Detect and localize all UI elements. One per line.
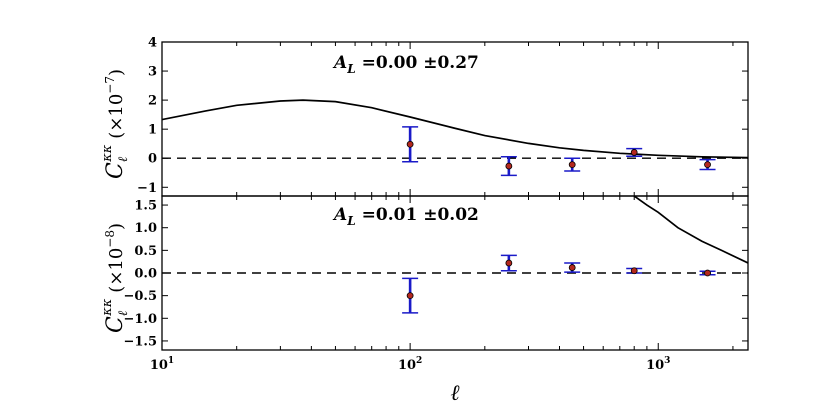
top-ytick-label-1: 0 <box>148 152 157 167</box>
bottom-ylabel-sub: ℓ <box>116 310 131 316</box>
xtick-label-base-1: 10 <box>398 358 416 373</box>
bottom-data-point-1 <box>505 259 513 267</box>
bottom-ytick-label-0: −1.5 <box>123 334 157 349</box>
top-ytick-label-0: −1 <box>137 181 157 196</box>
top-annotation-symbol: A <box>332 53 347 73</box>
xtick-label-exp-2: 3 <box>664 356 670 366</box>
top-ylabel-scale-close: ) <box>106 69 127 76</box>
top-annotation-subscript: L <box>346 62 355 76</box>
bottom-ylabel-scale: (×10 <box>106 248 127 293</box>
xtick-label-base-2: 10 <box>646 358 664 373</box>
bottom-ytick-label-4: 0.5 <box>134 244 157 259</box>
top-data-point-3 <box>630 149 638 156</box>
top-ylabel-scale-exp: −7 <box>103 76 117 94</box>
bottom-data-point-3 <box>630 267 638 275</box>
bottom-ylabel-sup: κκ <box>100 298 115 317</box>
bottom-data-point-0 <box>406 292 414 300</box>
xtick-label-base-0: 10 <box>150 358 168 373</box>
bottom-ytick-label-1: −1.0 <box>123 312 157 327</box>
top-panel: −1 0 1 2 3 4 AL =0.00 ±0.27 Cℓκκ (×10−7) <box>100 36 749 197</box>
bottom-ytick-label-2: −0.5 <box>123 289 157 304</box>
top-data-point-1 <box>505 162 513 170</box>
bottom-annotation-symbol: A <box>332 205 347 225</box>
top-ytick-label-2: 1 <box>148 123 157 138</box>
bottom-annotation-subscript: L <box>346 214 355 228</box>
bottom-theory-curve <box>633 196 748 264</box>
bottom-ytick-label-3: 0.0 <box>134 267 157 282</box>
bottom-ylabel-scale-close: ) <box>106 223 127 230</box>
xtick-label-1: 102 <box>398 356 422 373</box>
top-data-point-4 <box>704 161 711 169</box>
bottom-data-point-2 <box>568 264 576 271</box>
bottom-ytick-label-6: 1.5 <box>134 199 157 214</box>
top-ylabel-sub: ℓ <box>116 156 131 162</box>
bottom-ytick-label-5: 1.0 <box>134 221 157 236</box>
xtick-label-0: 101 <box>150 356 174 373</box>
bottom-panel: −1.5−1.0−0.50.00.51.01.5 AL =0.01 ±0.02Cℓκ… <box>100 195 749 406</box>
top-ylabel-sup: κκ <box>100 144 115 163</box>
xtick-label-2: 103 <box>646 356 670 373</box>
bottom-ylabel-main: C <box>103 316 128 333</box>
top-ytick-label-5: 4 <box>148 36 157 51</box>
top-annotation-value: =0.00 ±0.27 <box>362 53 479 73</box>
bottom-data-point-4 <box>704 269 711 277</box>
x-axis-label: ℓ <box>450 381 460 406</box>
top-data-point-2 <box>568 161 576 169</box>
xtick-label-exp-0: 1 <box>168 356 174 366</box>
top-ylabel: Cℓκκ (×10−7) <box>100 69 131 179</box>
top-ytick-label-3: 2 <box>148 94 157 109</box>
top-annotation: AL =0.00 ±0.27 <box>332 53 479 76</box>
bottom-ylabel-scale-exp: −8 <box>103 230 117 248</box>
bottom-axes-frame <box>161 195 749 351</box>
bottom-ylabel: Cℓκκ (×10−8) <box>100 223 131 333</box>
top-ylabel-main: C <box>103 162 128 179</box>
top-ytick-label-4: 3 <box>148 65 157 80</box>
bottom-annotation-value: =0.01 ±0.02 <box>362 205 479 225</box>
top-data-point-0 <box>406 140 414 148</box>
top-theory-curve <box>162 99 748 159</box>
bottom-annotation: AL =0.01 ±0.02 <box>332 205 479 228</box>
top-ylabel-scale: (×10 <box>106 94 127 139</box>
xtick-label-exp-1: 2 <box>416 356 422 366</box>
